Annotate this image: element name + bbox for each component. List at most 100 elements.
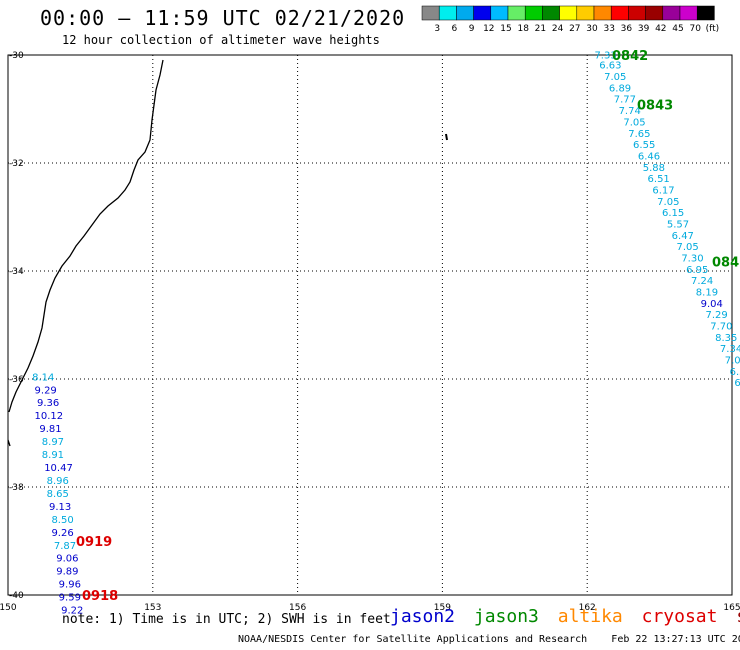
wave-height-value: 8.65 [47, 489, 69, 500]
colorbar-swatch [679, 5, 698, 21]
colorbar-label: 30 [586, 24, 598, 34]
wave-height-value: 8.97 [42, 437, 64, 448]
colorbar-swatch [421, 5, 440, 21]
colorbar-swatch [610, 5, 629, 21]
wave-height-value: 7.24 [691, 276, 713, 287]
wave-height-value: 9.06 [56, 554, 78, 565]
colorbar-label: 6 [452, 24, 458, 34]
wave-height-value: 7.30 [681, 254, 703, 265]
wave-height-value: 9.59 [59, 593, 81, 604]
credit-timestamp: Feb 22 13:27:13 UTC 2020 [611, 634, 740, 645]
page-subtitle: 12 hour collection of altimeter wave hei… [62, 33, 380, 47]
wave-height-value: 7.33 [594, 50, 616, 61]
y-tick-label: -30 [9, 51, 24, 61]
legend-cryosat: cryosat [641, 606, 718, 627]
wave-height-value: 6.63 [599, 61, 621, 72]
wave-height-value: 7.74 [619, 106, 641, 117]
colorbar-label: 45 [672, 24, 683, 34]
wave-height-value: 6.17 [652, 185, 674, 196]
wave-height-value: 6.51 [648, 174, 670, 185]
wave-height-value: 7.29 [705, 310, 727, 321]
legend-jason3: jason3 [473, 606, 539, 627]
island-mark [445, 133, 448, 141]
wave-height-value: 6.47 [672, 231, 694, 242]
y-tick-label: -40 [9, 591, 24, 601]
y-tick-label: -38 [9, 483, 24, 493]
colorbar-swatch [628, 5, 646, 21]
colorbar-label: 33 [603, 24, 614, 34]
wave-height-value: 9.13 [49, 502, 71, 513]
wave-height-value: 7.05 [623, 117, 645, 128]
colorbar-label: 39 [638, 24, 650, 34]
wave-height-value: 8.19 [696, 288, 718, 299]
colorbar-label: 24 [552, 24, 564, 34]
wave-height-value: 7.04 [725, 356, 740, 367]
wave-height-value: 7.05 [604, 72, 626, 83]
wave-height-value: 7.05 [657, 197, 679, 208]
wave-height-value: 8.35 [715, 333, 737, 344]
wave-height-value: 5.88 [643, 163, 665, 174]
legend-jason2: jason2 [390, 606, 456, 627]
footer-credit: NOAA/NESDIS Center for Satellite Applica… [238, 634, 740, 645]
colorbar-swatch [507, 5, 526, 21]
wave-height-value: 9.81 [39, 424, 61, 435]
wave-height-value: 8.50 [51, 515, 73, 526]
x-tick-label: 162 [579, 603, 596, 613]
wave-height-value: 9.36 [37, 398, 59, 409]
wave-height-value: 7.77 [614, 95, 636, 106]
wave-height-value: 10.12 [35, 411, 64, 422]
wave-height-value: 9.04 [701, 299, 723, 310]
colorbar-swatch [696, 5, 715, 21]
colorbar-label: 42 [655, 24, 666, 34]
colorbar-swatch [542, 5, 560, 21]
track-time-label: 0842 [612, 49, 648, 64]
colorbar-label: 70 [689, 24, 701, 34]
wave-height-value: 6.15 [662, 208, 684, 219]
colorbar-swatch [576, 5, 595, 21]
wave-height-value: 6.95 [686, 265, 708, 276]
x-tick-label: 156 [289, 603, 306, 613]
colorbar-label: 12 [483, 24, 494, 34]
legend-s3a: s3a [736, 606, 740, 627]
coastline [8, 59, 164, 413]
footer-note: note: 1) Time is in UTC; 2) SWH is in fe… [62, 612, 391, 627]
wave-height-value: 8.91 [42, 450, 64, 461]
wave-height-value: 7.87 [54, 541, 76, 552]
y-tick-label: -36 [9, 375, 24, 385]
wave-height-value: 6.46 [638, 151, 660, 162]
x-tick-label: 150 [0, 603, 17, 613]
track-time-label: 084 [712, 255, 739, 270]
wave-height-value: 6. [734, 378, 740, 389]
wave-height-value: 8.14 [32, 372, 54, 383]
wave-height-value: 9.96 [59, 580, 81, 591]
colorbar-swatch [559, 5, 578, 21]
wave-height-value: 9.89 [56, 567, 78, 578]
y-tick-label: -32 [9, 159, 24, 169]
x-tick-label: 153 [144, 603, 161, 613]
wave-height-value: 7.70 [710, 322, 732, 333]
wave-height-value: 9.29 [35, 385, 57, 396]
colorbar-swatch [593, 5, 612, 21]
x-tick-label: 159 [434, 603, 451, 613]
colorbar-swatch [662, 5, 681, 21]
y-tick-label: -34 [9, 267, 24, 277]
satellite-legend: jason2 jason3 altika cryosat s3a [390, 606, 740, 627]
colorbar-label: (ft) [706, 24, 720, 34]
colorbar-label: 27 [569, 24, 580, 34]
wave-height-value: 7.65 [628, 129, 650, 140]
track-time-label: 0843 [637, 99, 673, 114]
plot-frame [7, 54, 733, 596]
colorbar-label: 15 [500, 24, 511, 34]
colorbar-swatch [524, 5, 543, 21]
track-time-label: 0919 [76, 535, 112, 550]
wave-height-value: 7.05 [676, 242, 698, 253]
credit-text: NOAA/NESDIS Center for Satellite Applica… [238, 634, 588, 645]
wave-height-value: 10.47 [44, 463, 73, 474]
wave-height-value: 7.34 [720, 344, 740, 355]
colorbar-swatch [456, 5, 474, 21]
wave-height-value: 9.22 [61, 606, 83, 617]
wave-height-value: 6.5 [730, 367, 740, 378]
colorbar-swatch [645, 5, 664, 21]
colorbar-label: 3 [434, 24, 440, 34]
